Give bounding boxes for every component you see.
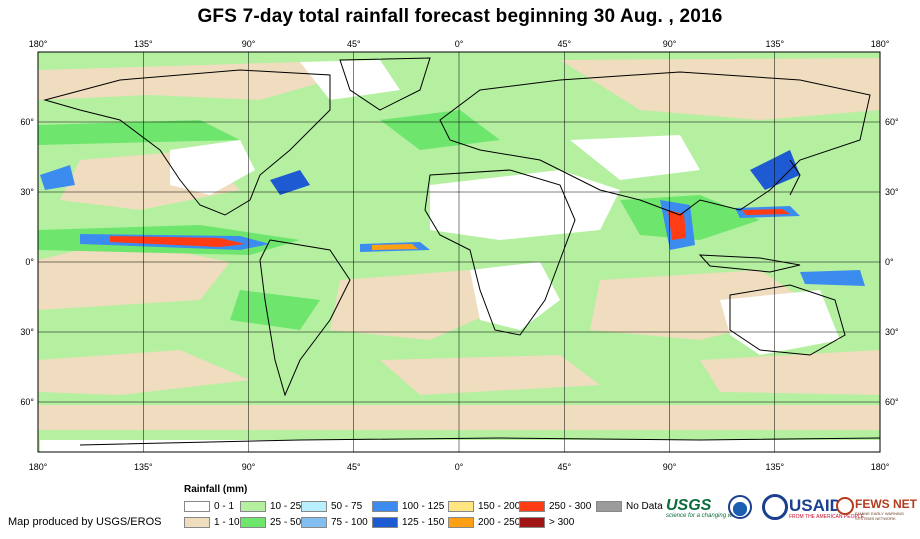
map-frame-content [38,52,880,452]
longitude-label-top: 0° [455,39,464,49]
fews-seal-icon [836,497,854,515]
map-title: GFS 7-day total rainfall forecast beginn… [197,6,723,27]
longitude-label-top: 180° [29,39,48,49]
legend-item: 200 - 250 [448,516,520,528]
longitude-label-bottom: 135° [765,462,784,472]
longitude-label-top: 90° [663,39,677,49]
longitude-label-bottom: 45° [557,462,571,472]
intense-rain-bands [40,150,865,286]
legend-label: 100 - 125 [402,500,445,512]
credit-text: Map produced by USGS/EROS [8,516,162,528]
legend-label: > 300 [549,516,575,528]
legend-item: 0 - 1 [184,500,234,512]
longitude-label-bottom: 0° [455,462,464,472]
legend-label: No Data [626,500,663,512]
legend-swatch [596,500,622,512]
legend-label: 125 - 150 [402,516,445,528]
axis-labels: 180° 180° 135° 135° 90° 90° 45° 45° 0° 0° 45° 45° 90… [20,39,899,472]
legend-swatch [184,516,210,528]
legend-swatch [519,500,545,512]
legend-item: 25 - 50 [240,516,301,528]
longitude-label-bottom: 180° [871,462,890,472]
graticule [38,52,880,452]
longitude-label-bottom: 180° [29,462,48,472]
latitude-label-left: 30° [20,187,34,197]
very-dry-zones [40,60,880,452]
legend-label: 50 - 75 [331,500,363,512]
legend-item: 100 - 125 [372,500,444,512]
latitude-label-left: 30° [20,327,34,337]
legend-swatch [372,516,398,528]
legend-swatch [448,516,474,528]
legend-swatch [372,500,398,512]
greenland [339,57,431,111]
usaid-logo: USAID FROM THE AMERICAN PEOPLE [789,496,864,520]
antarctica [79,437,880,446]
legend-label: 0 - 1 [214,500,235,512]
japan [789,159,801,196]
map-border [37,51,881,453]
noaa-seal-icon [728,495,752,519]
latitude-label-right: 60° [885,117,899,127]
coastlines [43,57,880,446]
south-america [259,239,351,397]
legend-item: 125 - 150 [372,516,444,528]
latitude-label-left: 0° [25,257,34,267]
legend-item: 10 - 25 [240,500,301,512]
legend-label: 250 - 300 [549,500,592,512]
legend-item: 250 - 300 [519,500,591,512]
latitude-label-left: 60° [20,117,34,127]
longitude-label-top: 135° [134,39,153,49]
longitude-label-top: 45° [347,39,361,49]
north-america [43,69,331,216]
australia [729,284,846,356]
longitude-label-top: 135° [765,39,784,49]
legend-label: 75 - 100 [331,516,368,528]
legend-swatch [519,516,545,528]
legend-item: > 300 [519,516,574,528]
latitude-label-right: 0° [885,257,894,267]
latitude-label-left: 60° [20,397,34,407]
usgs-logo: USGS science for a changing world [666,497,743,519]
legend-item: 50 - 75 [301,500,362,512]
legend-label: 200 - 250 [478,516,521,528]
longitude-label-bottom: 135° [134,462,153,472]
legend-label: 25 - 50 [270,516,302,528]
legend-swatch [184,500,210,512]
latitude-label-right: 30° [885,327,899,337]
legend-swatch [240,500,266,512]
legend-item: 150 - 200 [448,500,520,512]
legend-swatch [301,516,327,528]
latitude-label-right: 30° [885,187,899,197]
legend-swatch [448,500,474,512]
longitude-label-bottom: 90° [663,462,677,472]
legend-swatch [240,516,266,528]
longitude-label-bottom: 45° [347,462,361,472]
legend-label: 150 - 200 [478,500,521,512]
fews-net-logo: FEWS NET FAMINE EARLY WARNING SYSTEMS NET… [855,497,917,521]
longitude-label-bottom: 90° [242,462,256,472]
legend-label: 10 - 25 [270,500,302,512]
indonesia [698,254,801,273]
legend-item: 1 - 10 [184,516,240,528]
legend-swatch [301,500,327,512]
africa [424,169,576,336]
longitude-label-top: 180° [871,39,890,49]
usaid-seal-icon [762,494,788,520]
legend-title: Rainfall (mm) [184,484,248,495]
longitude-label-top: 45° [557,39,571,49]
longitude-label-top: 90° [242,39,256,49]
europe-asia [439,71,871,216]
legend-label: 1 - 10 [214,516,240,528]
latitude-label-right: 60° [885,397,899,407]
legend-item: 75 - 100 [301,516,368,528]
legend-item: No Data [596,500,663,512]
